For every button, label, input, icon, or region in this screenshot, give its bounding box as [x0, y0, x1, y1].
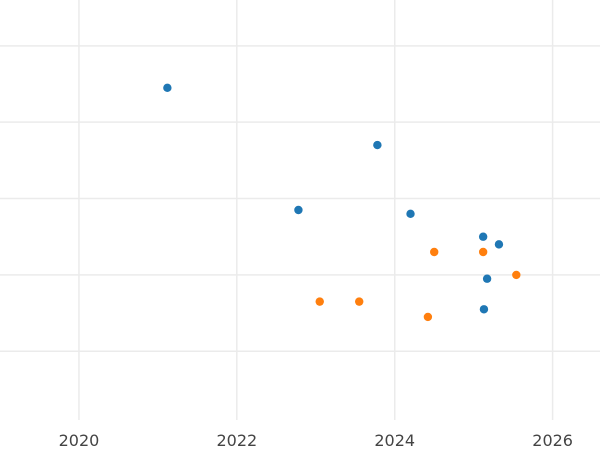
data-point	[478, 232, 488, 241]
data-point	[373, 140, 382, 150]
x-tick-label: 2026	[532, 431, 573, 450]
x-tick-label: 2020	[59, 431, 100, 450]
data-point	[512, 270, 521, 280]
data-point	[406, 209, 415, 219]
data-point	[355, 297, 364, 306]
x-axis-tick-labels: 2020 2022 2024 2026	[59, 431, 573, 450]
data-point	[494, 240, 504, 249]
data-point	[163, 83, 172, 93]
grid	[0, 0, 600, 420]
x-tick-label: 2022	[216, 431, 257, 450]
data-point	[478, 247, 488, 257]
data-points	[163, 83, 521, 322]
data-point	[482, 274, 492, 283]
data-point	[479, 305, 489, 314]
data-point	[430, 247, 439, 257]
data-point	[315, 297, 324, 306]
data-point	[423, 312, 433, 322]
data-point	[294, 205, 303, 215]
x-tick-label: 2024	[374, 431, 415, 450]
